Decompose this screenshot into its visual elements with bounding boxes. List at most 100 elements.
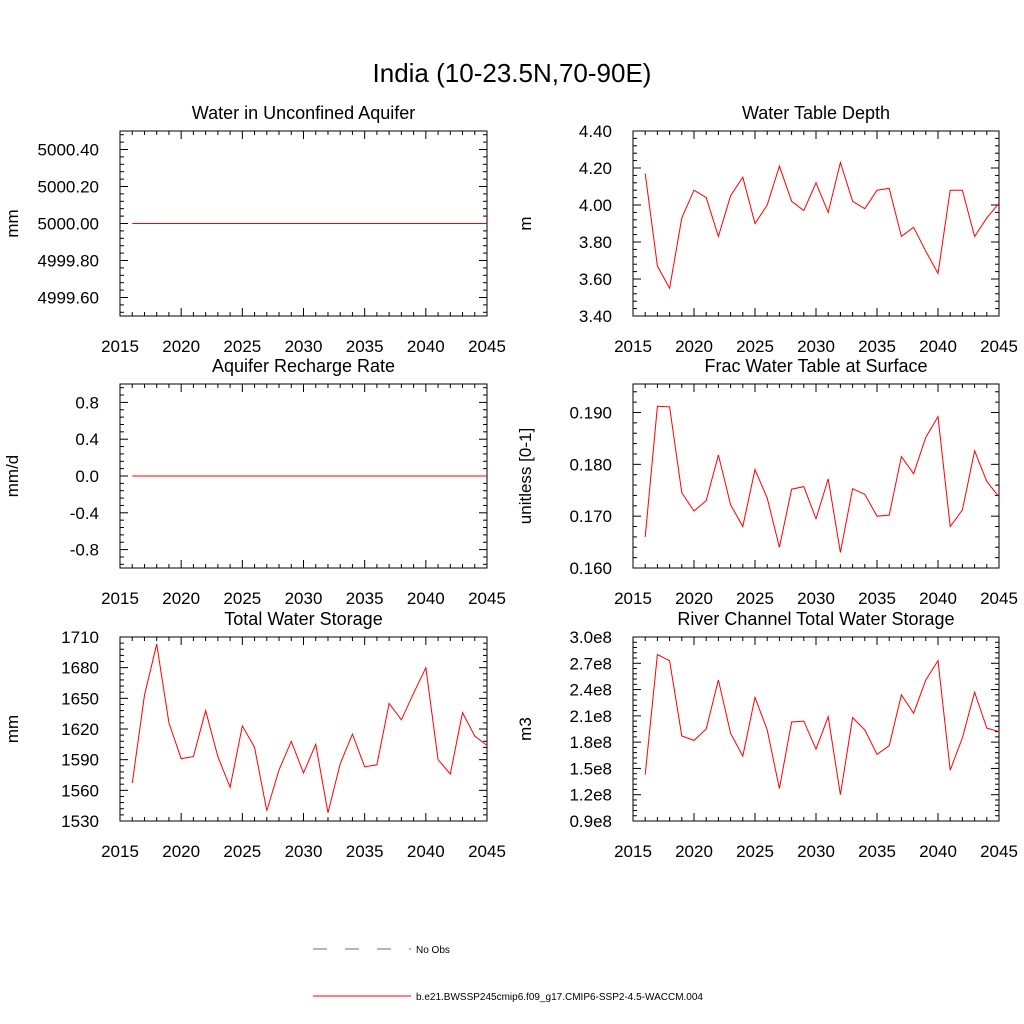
x-tick-label: 2045 bbox=[980, 589, 1018, 608]
x-tick-label: 2015 bbox=[614, 589, 652, 608]
plot-frame bbox=[632, 636, 1000, 822]
y-tick-label: 1.8e8 bbox=[569, 733, 612, 752]
panel-4: 2015 2020 2025 2030 2035 2040 2045 0.160 0.170 0.… bbox=[516, 356, 1018, 608]
panel-title: Water Table Depth bbox=[742, 103, 890, 123]
x-tick-label: 2040 bbox=[407, 589, 445, 608]
y-tick-label: -0.8 bbox=[70, 541, 99, 560]
x-tick-label: 2030 bbox=[797, 589, 835, 608]
y-tick-label: 2.1e8 bbox=[569, 707, 612, 726]
y-tick-label: 0.180 bbox=[569, 455, 612, 474]
panel-title: Frac Water Table at Surface bbox=[704, 356, 927, 376]
plot-frame bbox=[632, 130, 1000, 317]
y-tick-label: 5000.20 bbox=[38, 178, 99, 197]
x-tick-label: 2040 bbox=[407, 337, 445, 356]
y-tick-label: 1680 bbox=[61, 659, 99, 678]
x-tick-label: 2020 bbox=[162, 842, 200, 861]
y-tick-label: 1560 bbox=[61, 781, 99, 800]
x-tick-label: 2020 bbox=[675, 842, 713, 861]
y-axis-label: mm bbox=[3, 209, 22, 237]
x-tick-label: 2030 bbox=[797, 842, 835, 861]
x-tick-label: 2025 bbox=[223, 842, 261, 861]
y-tick-label: 0.8 bbox=[75, 393, 99, 412]
x-tick-label: 2040 bbox=[919, 337, 957, 356]
y-tick-label: -0.4 bbox=[70, 504, 99, 523]
y-tick-label: 4999.60 bbox=[38, 289, 99, 308]
y-tick-label: 4.20 bbox=[579, 159, 612, 178]
y-tick-label: 1530 bbox=[61, 812, 99, 831]
y-tick-label: 0.0 bbox=[75, 467, 99, 486]
y-tick-label: 0.160 bbox=[569, 559, 612, 578]
y-axis-label: mm bbox=[3, 715, 22, 743]
y-tick-label: 1650 bbox=[61, 689, 99, 708]
x-tick-label: 2015 bbox=[101, 589, 139, 608]
x-tick-label: 2030 bbox=[285, 842, 323, 861]
panel-title: Total Water Storage bbox=[224, 609, 382, 629]
x-tick-label: 2015 bbox=[614, 842, 652, 861]
x-tick-label: 2035 bbox=[346, 842, 384, 861]
x-tick-label: 2035 bbox=[858, 337, 896, 356]
figure-title: India (10-23.5N,70-90E) bbox=[373, 58, 652, 88]
y-tick-label: 4.00 bbox=[579, 196, 612, 215]
panel-5: 2015 2020 2025 2030 2035 2040 2045 1530 1560 1590… bbox=[3, 609, 506, 861]
panel-3: 2015 2020 2025 2030 2035 2040 2045 -0.8 -0.4 0.0 0… bbox=[3, 356, 506, 608]
y-tick-label: 1620 bbox=[61, 720, 99, 739]
panel-title: Water in Unconfined Aquifer bbox=[192, 103, 415, 123]
y-tick-label: 1.2e8 bbox=[569, 786, 612, 805]
x-tick-label: 2030 bbox=[797, 337, 835, 356]
y-tick-label: 3.40 bbox=[579, 307, 612, 326]
series-line bbox=[131, 644, 488, 813]
panel-6: 2015 2020 2025 2030 2035 2040 2045 0.9e8 1.2e8 1.… bbox=[516, 609, 1018, 861]
y-tick-label: 3.80 bbox=[579, 233, 612, 252]
x-tick-label: 2035 bbox=[858, 589, 896, 608]
y-tick-label: 1590 bbox=[61, 751, 99, 770]
y-axis-label: mm/d bbox=[3, 455, 22, 498]
y-tick-label: 0.190 bbox=[569, 404, 612, 423]
y-tick-label: 2.4e8 bbox=[569, 681, 612, 700]
x-tick-label: 2045 bbox=[468, 842, 506, 861]
y-tick-label: 4.40 bbox=[579, 122, 612, 141]
x-tick-label: 2015 bbox=[101, 337, 139, 356]
y-tick-label: 4999.80 bbox=[38, 252, 99, 271]
x-tick-label: 2040 bbox=[919, 589, 957, 608]
x-tick-label: 2025 bbox=[223, 589, 261, 608]
legend-label-no-obs: No Obs bbox=[416, 945, 450, 956]
x-tick-label: 2020 bbox=[675, 337, 713, 356]
panel-1: 2015 2020 2025 2030 2035 2040 2045 4999.60 4999.… bbox=[3, 103, 506, 356]
x-tick-label: 2030 bbox=[285, 337, 323, 356]
series-line bbox=[644, 160, 1000, 290]
panel-2: 2015 2020 2025 2030 2035 2040 2045 3.40 3.60 3.80… bbox=[516, 103, 1018, 356]
panel-title: Aquifer Recharge Rate bbox=[212, 356, 395, 376]
y-tick-label: 1.5e8 bbox=[569, 759, 612, 778]
panels: 2015 2020 2025 2030 2035 2040 2045 4999.60 4999.… bbox=[3, 103, 1018, 861]
y-tick-label: 2.7e8 bbox=[569, 654, 612, 673]
y-tick-label: 0.9e8 bbox=[569, 812, 612, 831]
x-tick-label: 2025 bbox=[736, 337, 774, 356]
y-tick-label: 0.4 bbox=[75, 430, 99, 449]
x-tick-label: 2045 bbox=[468, 337, 506, 356]
y-tick-label: 5000.40 bbox=[38, 141, 99, 160]
x-tick-label: 2020 bbox=[675, 589, 713, 608]
x-tick-label: 2030 bbox=[285, 589, 323, 608]
x-tick-label: 2035 bbox=[346, 337, 384, 356]
y-tick-label: 0.170 bbox=[569, 507, 612, 526]
x-tick-label: 2020 bbox=[162, 589, 200, 608]
x-tick-label: 2025 bbox=[736, 842, 774, 861]
x-tick-label: 2045 bbox=[980, 337, 1018, 356]
x-tick-label: 2045 bbox=[468, 589, 506, 608]
series-line bbox=[644, 653, 1000, 795]
x-tick-label: 2020 bbox=[162, 337, 200, 356]
x-tick-label: 2025 bbox=[223, 337, 261, 356]
x-tick-label: 2045 bbox=[980, 842, 1018, 861]
y-tick-label: 3.0e8 bbox=[569, 628, 612, 647]
y-tick-label: 5000.00 bbox=[38, 215, 99, 234]
y-axis-label: m bbox=[516, 216, 535, 230]
y-tick-label: 3.60 bbox=[579, 270, 612, 289]
x-tick-label: 2015 bbox=[101, 842, 139, 861]
y-axis-label: unitless [0-1] bbox=[516, 428, 535, 524]
panel-title: River Channel Total Water Storage bbox=[677, 609, 954, 629]
x-tick-label: 2035 bbox=[346, 589, 384, 608]
legend-label-model: b.e21.BWSSP245cmip6.f09_g17.CMIP6-SSP2-4… bbox=[416, 992, 703, 1003]
legend: No Obs b.e21.BWSSP245cmip6.f09_g17.CMIP6… bbox=[313, 945, 703, 1003]
y-axis-label: m3 bbox=[516, 717, 535, 741]
